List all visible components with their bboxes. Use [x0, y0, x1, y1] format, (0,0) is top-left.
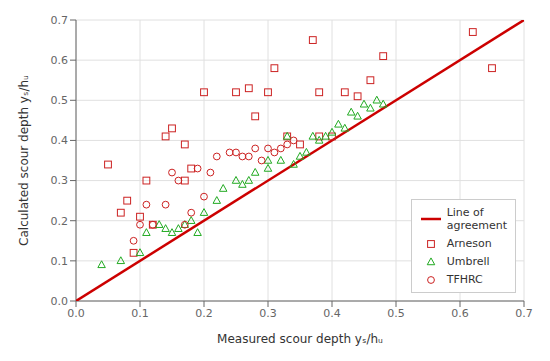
svg-text:0.5: 0.5: [51, 94, 69, 107]
html-text:Arneson: Arneson: [446, 237, 492, 250]
svg-text:0.4: 0.4: [323, 307, 341, 320]
svg-text:0.6: 0.6: [451, 307, 469, 320]
svg-text:0.2: 0.2: [195, 307, 213, 320]
svg-text:0.1: 0.1: [131, 307, 149, 320]
svg-text:Calculated scour depth yₛ/hᵤ: Calculated scour depth yₛ/hᵤ: [17, 75, 31, 246]
svg-text:0.7: 0.7: [515, 307, 533, 320]
html-text:Umbrell: Umbrell: [446, 255, 490, 268]
svg-text:0.4: 0.4: [51, 134, 69, 147]
svg-text:0.1: 0.1: [51, 255, 69, 268]
svg-text:0.0: 0.0: [67, 307, 85, 320]
html-text:Line of agreement: Line of agreement: [446, 206, 507, 232]
svg-text:0.3: 0.3: [51, 174, 69, 187]
svg-text:0.2: 0.2: [51, 215, 69, 228]
html-text:TFHRC: TFHRC: [446, 273, 483, 286]
svg-text:0.7: 0.7: [51, 14, 69, 27]
svg-text:0.3: 0.3: [259, 307, 277, 320]
svg-text:Measured scour depth yₛ/hᵤ: Measured scour depth yₛ/hᵤ: [217, 332, 383, 346]
svg-text:0.5: 0.5: [387, 307, 405, 320]
svg-text:0.0: 0.0: [51, 295, 69, 308]
svg-text:0.6: 0.6: [51, 54, 69, 67]
